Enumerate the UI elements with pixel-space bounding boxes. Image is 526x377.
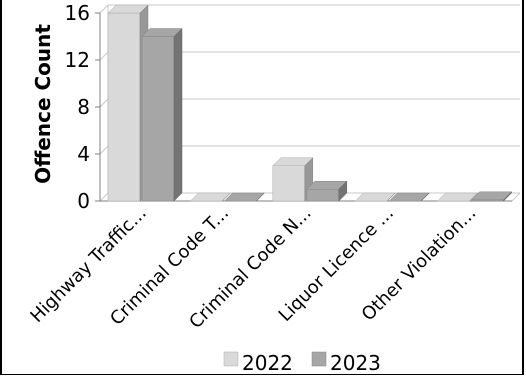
bar: [223, 192, 266, 202]
bar-top: [223, 192, 266, 202]
legend-label: 2022: [242, 351, 293, 375]
bar-top: [189, 192, 232, 202]
bar-front: [141, 36, 175, 202]
bar: [388, 192, 430, 202]
bar-side: [469, 192, 478, 202]
bar: [141, 27, 183, 202]
y-tick-label: 4: [77, 142, 90, 166]
bars: [107, 4, 513, 202]
y-tick-label: 16: [65, 1, 90, 25]
x-tick-labels: Highway Traffic...Criminal Code T...Crim…: [26, 203, 480, 333]
bar-side: [421, 192, 430, 202]
gridline-side: [99, 192, 109, 202]
bar-front: [272, 165, 306, 202]
bar-side: [503, 191, 512, 202]
y-tick-label: 0: [77, 189, 90, 213]
bar-top: [388, 192, 430, 202]
floor-edge: [511, 192, 521, 202]
legend: 2022 2023: [223, 351, 381, 375]
bar: [354, 192, 396, 202]
bar-front: [306, 189, 340, 202]
bar-front: [107, 12, 141, 202]
legend-label: 2023: [330, 351, 381, 375]
gridline-side: [99, 4, 109, 14]
bar-side: [387, 192, 396, 202]
bar-side: [222, 192, 231, 202]
bar-side: [338, 180, 348, 202]
y-tick-label: 12: [65, 48, 90, 72]
gridline-side: [99, 145, 109, 155]
y-tick-label: 8: [77, 95, 90, 119]
gridline-side: [99, 51, 109, 61]
legend-swatch: [223, 351, 239, 367]
bar: [189, 192, 232, 202]
bar: [436, 192, 479, 202]
bar-side: [173, 27, 183, 202]
legend-swatch: [311, 351, 327, 367]
bar: [306, 180, 348, 202]
gridline-side: [99, 98, 109, 108]
y-tick-labels: 0 4 8 12 16: [65, 1, 90, 213]
y-axis-label: Offence Count: [31, 24, 55, 184]
bar-top: [354, 192, 396, 202]
bar-side: [256, 192, 265, 202]
bar: [470, 191, 513, 202]
